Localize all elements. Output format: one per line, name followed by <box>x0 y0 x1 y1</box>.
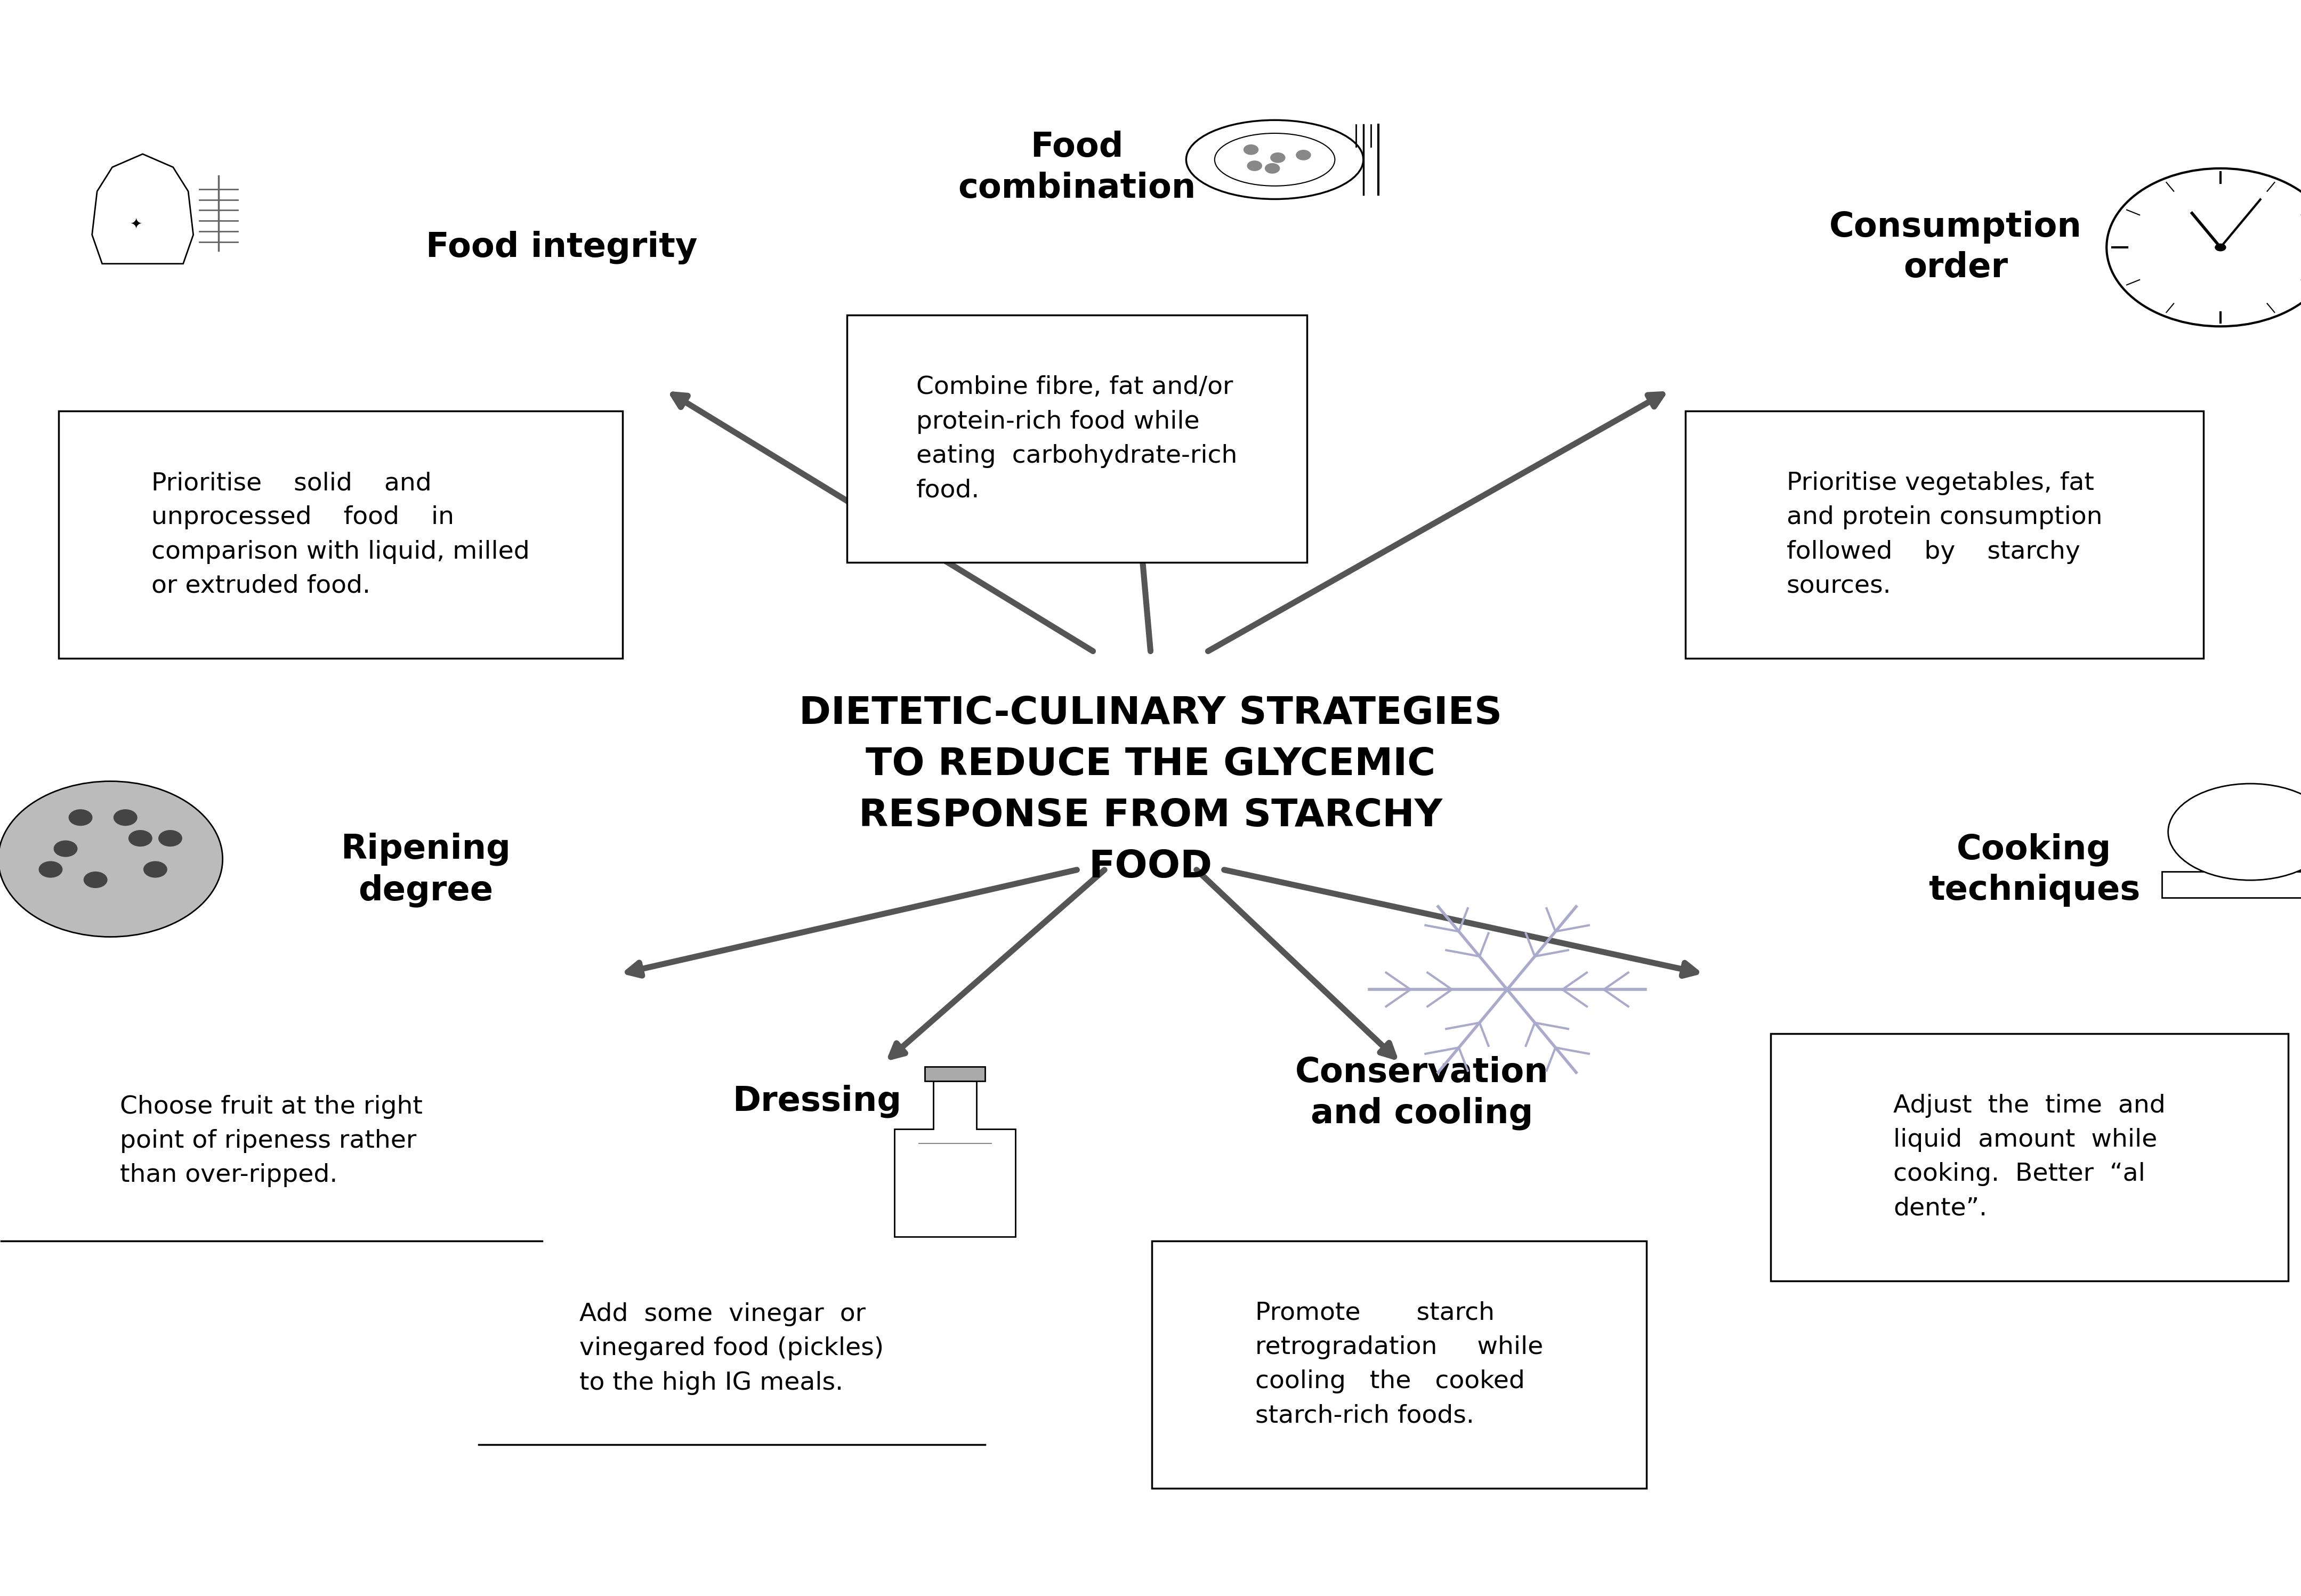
Circle shape <box>1266 163 1279 174</box>
Ellipse shape <box>1187 120 1362 200</box>
Text: Add  some  vinegar  or
vinegared food (pickles)
to the high IG meals.: Add some vinegar or vinegared food (pick… <box>580 1302 884 1395</box>
Text: Prioritise vegetables, fat
and protein consumption
followed    by    starchy
sou: Prioritise vegetables, fat and protein c… <box>1786 471 2103 598</box>
Text: Dressing: Dressing <box>732 1085 902 1117</box>
Text: Choose fruit at the right
point of ripeness rather
than over-ripped.: Choose fruit at the right point of ripen… <box>120 1095 423 1187</box>
Bar <box>101 884 120 937</box>
Circle shape <box>0 780 223 937</box>
Text: Ripening
degree: Ripening degree <box>341 833 511 907</box>
Circle shape <box>39 862 62 878</box>
Text: Prioritise    solid    and
unprocessed    food    in
comparison with liquid, mil: Prioritise solid and unprocessed food in… <box>152 471 529 598</box>
Text: Cooking
techniques: Cooking techniques <box>1928 833 2140 907</box>
Text: Consumption
order: Consumption order <box>1829 211 2082 284</box>
Text: Adjust  the  time  and
liquid  amount  while
cooking.  Better  “al
dente”.: Adjust the time and liquid amount while … <box>1894 1093 2165 1221</box>
Circle shape <box>113 809 138 825</box>
Text: Food
combination: Food combination <box>957 131 1197 204</box>
Circle shape <box>1295 150 1312 160</box>
Circle shape <box>143 862 168 878</box>
Circle shape <box>2216 244 2225 251</box>
Circle shape <box>159 830 182 846</box>
Bar <box>58 410 621 658</box>
Bar <box>2163 871 2301 897</box>
Circle shape <box>1270 153 1286 163</box>
Text: DIETETIC-CULINARY STRATEGIES
TO REDUCE THE GLYCEMIC
RESPONSE FROM STARCHY
FOOD: DIETETIC-CULINARY STRATEGIES TO REDUCE T… <box>798 694 1503 886</box>
Bar <box>1772 1034 2287 1280</box>
Text: ✦: ✦ <box>131 217 143 231</box>
Circle shape <box>69 809 92 825</box>
Ellipse shape <box>2168 784 2301 881</box>
Text: Food integrity: Food integrity <box>426 230 697 265</box>
Bar <box>925 1066 985 1082</box>
Bar <box>847 316 1307 563</box>
Text: Promote       starch
retrogradation     while
cooling   the   cooked
starch-rich: Promote starch retrogradation while cool… <box>1254 1301 1544 1428</box>
Circle shape <box>83 871 108 887</box>
Text: Combine fibre, fat and/or
protein-rich food while
eating  carbohydrate-rich
food: Combine fibre, fat and/or protein-rich f… <box>916 375 1238 503</box>
Ellipse shape <box>1215 132 1335 185</box>
Polygon shape <box>92 155 193 263</box>
Circle shape <box>53 841 78 857</box>
Bar <box>1684 410 2204 658</box>
Polygon shape <box>895 1082 1015 1237</box>
Bar <box>1150 1242 1645 1487</box>
Text: Conservation
and cooling: Conservation and cooling <box>1295 1057 1549 1130</box>
Circle shape <box>1247 161 1263 171</box>
Circle shape <box>1243 144 1259 155</box>
Circle shape <box>129 830 152 846</box>
